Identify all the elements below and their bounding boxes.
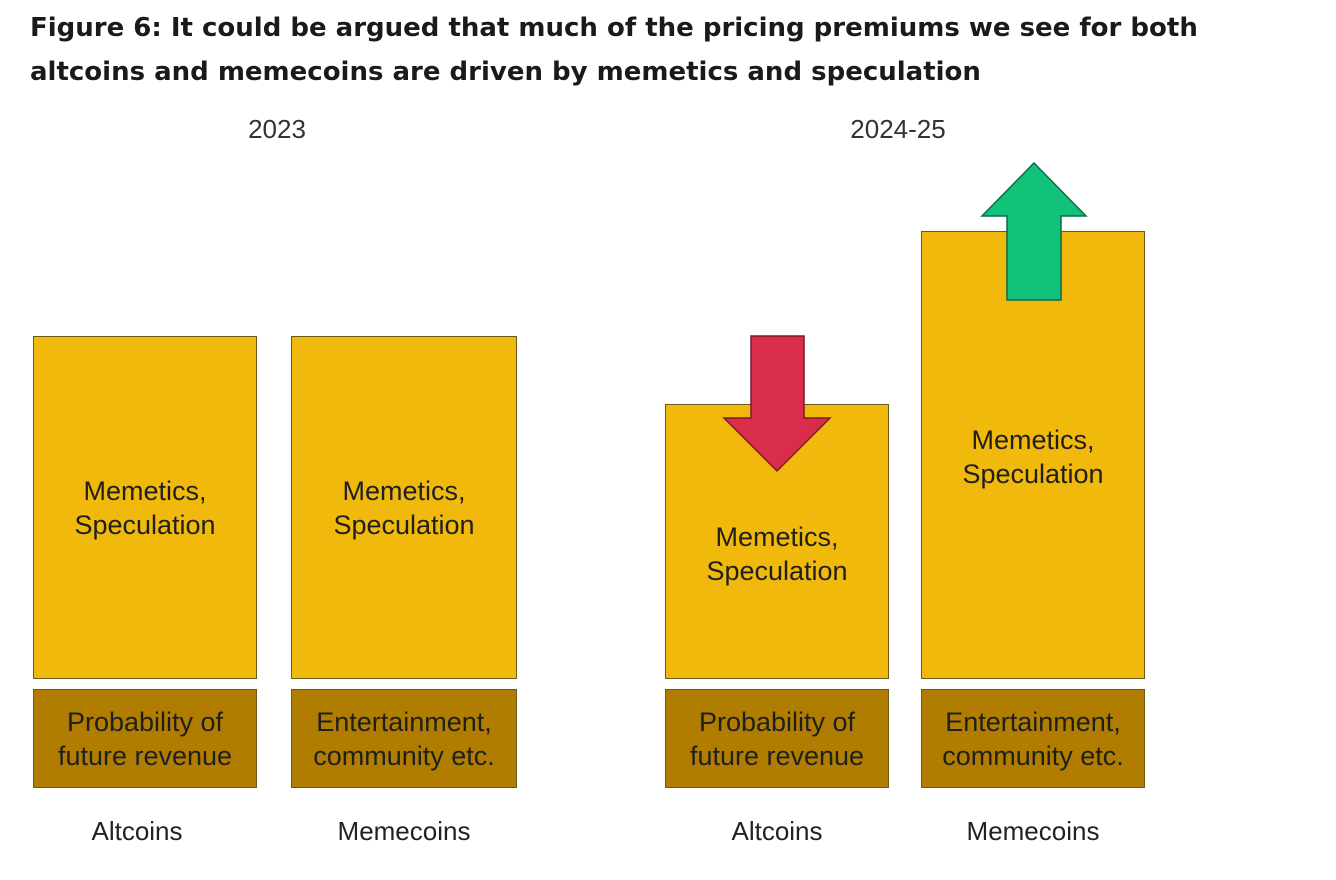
category-label-altcoins-2024-25: Altcoins — [731, 816, 823, 846]
figure-title: Figure 6: It could be argued that much o… — [30, 13, 1198, 87]
speculation-label: Memetics, Speculation — [706, 522, 848, 586]
down-arrow-icon — [722, 335, 832, 473]
category-label-altcoins-2023: Altcoins — [91, 816, 183, 846]
fundamental-box-memecoins-2024-25: Entertainment, community etc. — [921, 689, 1145, 788]
section-title-2023: 2023 — [248, 114, 306, 144]
up-arrow-icon — [980, 161, 1088, 301]
speculation-label: Memetics, Speculation — [74, 475, 216, 540]
fundamental-label: Entertainment, community etc. — [313, 706, 495, 771]
speculation-box-memecoins-2023: Memetics, Speculation — [291, 336, 517, 679]
fundamental-box-memecoins-2023: Entertainment, community etc. — [291, 689, 517, 788]
category-label-memecoins-2024-25: Memecoins — [966, 816, 1100, 846]
section-title-2024-25: 2024-25 — [850, 114, 946, 144]
fundamental-box-altcoins-2023: Probability of future revenue — [33, 689, 257, 788]
speculation-label: Memetics, Speculation — [333, 475, 475, 540]
speculation-label: Memetics, Speculation — [962, 425, 1104, 489]
speculation-box-memecoins-2024-25: Memetics, Speculation — [921, 231, 1145, 679]
speculation-box-altcoins-2024-25: Memetics, Speculation — [665, 404, 889, 679]
speculation-box-altcoins-2023: Memetics, Speculation — [33, 336, 257, 679]
fundamental-box-altcoins-2024-25: Probability of future revenue — [665, 689, 889, 788]
fundamental-label: Probability of future revenue — [689, 706, 865, 771]
fundamental-label: Probability of future revenue — [57, 706, 233, 771]
fundamental-label: Entertainment, community etc. — [942, 706, 1124, 771]
category-label-memecoins-2023: Memecoins — [337, 816, 471, 846]
